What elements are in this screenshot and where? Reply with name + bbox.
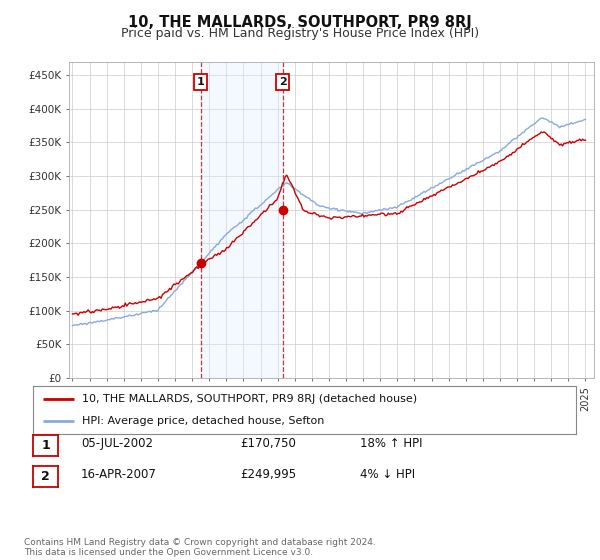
Text: 1: 1 (197, 77, 205, 87)
Text: 2: 2 (41, 470, 50, 483)
Text: £170,750: £170,750 (240, 437, 296, 450)
Bar (200, 62, 283, 378)
Text: 16-APR-2007: 16-APR-2007 (81, 468, 157, 482)
Text: HPI: Average price, detached house, Sefton: HPI: Average price, detached house, Seft… (82, 416, 324, 426)
Text: 10, THE MALLARDS, SOUTHPORT, PR9 8RJ (detached house): 10, THE MALLARDS, SOUTHPORT, PR9 8RJ (de… (82, 394, 417, 404)
Text: 4% ↓ HPI: 4% ↓ HPI (360, 468, 415, 482)
Text: 2: 2 (279, 77, 287, 87)
Text: 10, THE MALLARDS, SOUTHPORT, PR9 8RJ: 10, THE MALLARDS, SOUTHPORT, PR9 8RJ (128, 15, 472, 30)
Text: Price paid vs. HM Land Registry's House Price Index (HPI): Price paid vs. HM Land Registry's House … (121, 27, 479, 40)
Text: 1: 1 (41, 438, 50, 452)
Text: 05-JUL-2002: 05-JUL-2002 (81, 437, 153, 450)
Text: Contains HM Land Registry data © Crown copyright and database right 2024.
This d: Contains HM Land Registry data © Crown c… (24, 538, 376, 557)
Text: 18% ↑ HPI: 18% ↑ HPI (360, 437, 422, 450)
Text: £249,995: £249,995 (240, 468, 296, 482)
